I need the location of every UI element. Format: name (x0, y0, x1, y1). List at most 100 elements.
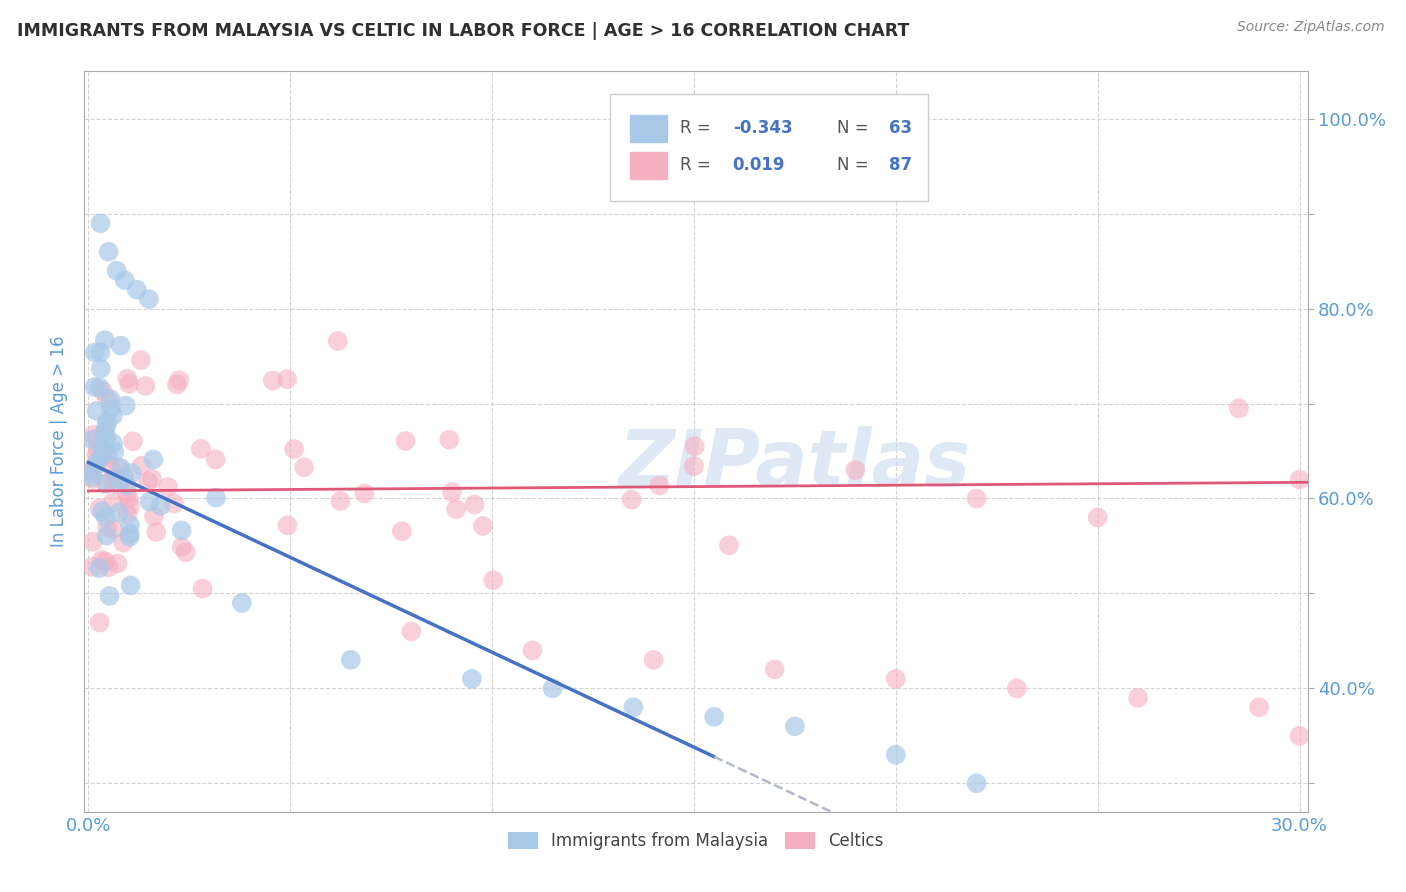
Point (86, 432, 108, 446)
Point (89, 345, 111, 359)
Point (91, 504, 114, 518)
Point (142, 452, 165, 467)
Point (138, 494, 160, 508)
Point (134, 379, 156, 393)
Point (703, 710, 725, 724)
Point (1005, 681, 1028, 696)
Point (89, 501, 111, 516)
Point (94, 333, 117, 347)
Point (129, 353, 152, 368)
Point (141, 472, 163, 486)
Point (120, 499, 142, 513)
Text: R =: R = (681, 156, 721, 174)
Point (96, 415, 118, 429)
Point (353, 486, 375, 500)
Text: 87: 87 (889, 156, 912, 174)
Point (82, 472, 104, 486)
Point (101, 473, 124, 487)
Point (541, 681, 564, 696)
Y-axis label: In Labor Force | Age > 16: In Labor Force | Age > 16 (51, 335, 69, 548)
Point (170, 540, 193, 554)
Point (96, 476, 118, 491)
Point (394, 434, 416, 448)
Point (121, 466, 143, 480)
Text: IMMIGRANTS FROM MALAYSIA VS CELTIC IN LABOR FORCE | AGE > 16 CORRELATION CHART: IMMIGRANTS FROM MALAYSIA VS CELTIC IN LA… (17, 22, 910, 40)
Point (170, 524, 193, 538)
Point (94, 510, 117, 524)
Point (89, 381, 111, 395)
Point (522, 643, 544, 657)
Point (112, 535, 135, 549)
Legend: Immigrants from Malaysia, Celtics: Immigrants from Malaysia, Celtics (502, 825, 890, 856)
Point (83, 380, 105, 394)
Point (163, 496, 186, 510)
Point (401, 624, 423, 639)
Point (96, 521, 118, 535)
Point (108, 506, 131, 520)
Point (1126, 690, 1149, 705)
Text: Source: ZipAtlas.com: Source: ZipAtlas.com (1237, 20, 1385, 34)
Point (138, 292, 160, 306)
Point (104, 476, 127, 491)
Point (86, 442, 108, 457)
Point (292, 460, 315, 475)
Point (97, 450, 120, 464)
Point (166, 377, 188, 392)
Point (96, 430, 118, 444)
Point (118, 526, 141, 541)
Point (107, 459, 129, 474)
Point (100, 392, 122, 406)
Point (149, 499, 172, 513)
Point (86, 404, 108, 418)
Point (98, 458, 121, 472)
Point (884, 747, 907, 762)
Point (125, 283, 148, 297)
Point (89, 216, 111, 230)
Point (115, 487, 138, 501)
Point (82, 534, 104, 549)
Point (763, 662, 786, 676)
Point (844, 463, 866, 477)
Point (110, 461, 132, 475)
Point (131, 458, 153, 473)
Point (1227, 401, 1250, 416)
Point (82, 465, 104, 479)
Point (145, 524, 167, 539)
Point (1288, 729, 1310, 743)
Point (1087, 510, 1109, 524)
Point (105, 263, 128, 277)
Point (648, 478, 671, 492)
Point (167, 373, 190, 387)
Point (110, 338, 132, 352)
Point (276, 372, 298, 386)
Point (101, 495, 124, 509)
Point (82, 560, 104, 574)
Point (94, 476, 117, 491)
Text: N =: N = (837, 120, 873, 137)
Point (966, 776, 988, 790)
Point (204, 452, 226, 467)
Text: N =: N = (837, 156, 873, 174)
Point (90, 553, 112, 567)
Point (717, 538, 740, 552)
Point (114, 399, 136, 413)
Point (97, 560, 120, 574)
Point (262, 374, 284, 388)
Point (114, 273, 136, 287)
FancyBboxPatch shape (628, 151, 668, 180)
Point (101, 409, 124, 423)
Text: 63: 63 (889, 120, 912, 137)
Point (115, 478, 138, 492)
Point (86, 457, 108, 471)
Point (136, 475, 159, 489)
Point (96, 528, 118, 542)
Point (96, 392, 118, 406)
Point (190, 442, 212, 456)
Point (174, 545, 197, 559)
Point (482, 573, 505, 587)
Point (96, 419, 118, 434)
Point (84, 458, 107, 473)
Point (117, 372, 139, 386)
Point (683, 439, 706, 453)
Point (620, 492, 643, 507)
